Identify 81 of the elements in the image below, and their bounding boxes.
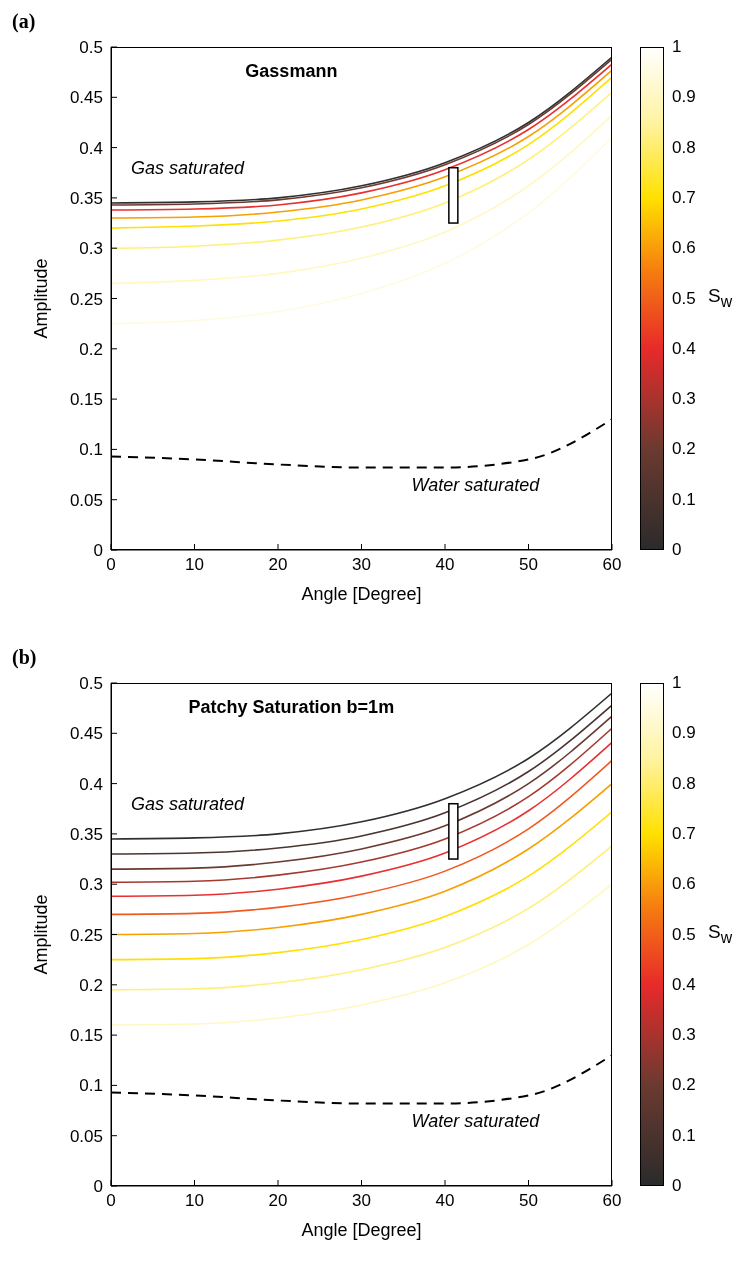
x-tick-label: 30	[352, 1191, 371, 1211]
annotation: Gas saturated	[131, 793, 245, 815]
annotation: Gas saturated	[131, 157, 245, 179]
color-bar-label: 0.8	[672, 136, 696, 159]
y-tick-label: 0.25	[69, 289, 103, 309]
x-tick-label: 0	[106, 555, 116, 575]
y-tick-label: 0.15	[69, 390, 103, 410]
x-tick-label: 40	[435, 1191, 455, 1211]
y-tick-label: 0.15	[69, 1026, 103, 1046]
color-bar-label: 0	[672, 539, 682, 561]
color-bar-label: 0	[672, 1175, 682, 1197]
y-tick-label: 0.25	[69, 925, 103, 945]
y-tick-label: 0	[93, 1177, 103, 1197]
color-bar-label: 0.5	[672, 287, 696, 310]
y-tick-label: 0.35	[69, 188, 103, 208]
color-bar-label: 0.3	[672, 1024, 696, 1047]
color-bar-label: 0.6	[672, 237, 696, 260]
x-tick-label: 30	[352, 555, 371, 575]
x-tick-label: 10	[185, 1191, 204, 1211]
y-tick-label: 0.2	[79, 975, 103, 995]
y-tick-label: 0.3	[79, 875, 103, 895]
y-tick-label: 0.05	[69, 1126, 103, 1146]
color-bar-label: 0.8	[672, 772, 696, 795]
text: (b)	[12, 646, 37, 669]
x-tick-label: 60	[602, 555, 622, 575]
y-axis-title: Amplitude	[31, 894, 52, 975]
y-tick-label: 0.1	[79, 440, 103, 460]
x-tick-label: 60	[602, 1191, 622, 1211]
y-tick-label: 0.35	[69, 824, 103, 844]
line-series	[111, 759, 612, 916]
y-tick-label: 0.2	[79, 339, 103, 359]
color-bar-label: 0.4	[672, 973, 696, 996]
line-series	[111, 810, 612, 961]
color-bar-label: 0.2	[672, 1074, 696, 1097]
line-series	[111, 741, 612, 898]
x-tick-label: 40	[435, 555, 455, 575]
y-tick-label: 0.4	[79, 774, 103, 794]
annotation: Water saturated	[411, 474, 540, 496]
y-axis-title: Amplitude	[31, 258, 52, 339]
y-tick-label: 0.05	[69, 490, 103, 510]
x-tick-label: 50	[519, 1191, 538, 1211]
x-axis-title: Angle [Degree]	[301, 584, 422, 604]
color-bar-label: 1	[672, 36, 682, 58]
color-bar-label: 0.7	[672, 186, 696, 209]
line-series	[111, 91, 612, 249]
annotation: Water saturated	[411, 1110, 540, 1132]
y-tick-label: 0.45	[69, 88, 103, 108]
color-bar-label: 0.2	[672, 438, 696, 461]
color-bar-label: 0.3	[672, 388, 696, 411]
text: Gassmann	[244, 61, 339, 82]
color-bar-label: 0.1	[672, 1124, 696, 1147]
color-bar-label: 0.4	[672, 337, 696, 360]
line-series	[111, 114, 612, 285]
line-series	[111, 883, 612, 1026]
y-tick-label: 0	[93, 541, 103, 561]
line-series	[111, 845, 612, 991]
text: (a)	[12, 10, 36, 33]
color-bar-label: 0.6	[672, 873, 696, 896]
color-bar-label: 0.9	[672, 86, 696, 109]
x-tick-label: 20	[268, 1191, 288, 1211]
line-series	[111, 692, 612, 840]
x-tick-label: 50	[519, 555, 538, 575]
x-tick-label: 0	[106, 1191, 116, 1211]
color-bar-title: S$_{w}$	[708, 284, 733, 311]
y-tick-label: 0.5	[79, 674, 103, 694]
x-axis-title: Angle [Degree]	[301, 1220, 422, 1240]
y-tick-label: 0.45	[69, 724, 103, 744]
color-bar-label: 0.9	[672, 722, 696, 745]
y-tick-label: 0.4	[79, 138, 103, 158]
line-series	[111, 136, 612, 325]
y-tick-label: 0.1	[79, 1076, 103, 1096]
y-tick-label: 0.5	[79, 38, 103, 58]
color-bar-title: S$_{w}$	[708, 920, 733, 947]
color-bar-label: 0.7	[672, 822, 696, 845]
color-bar-label: 1	[672, 672, 682, 694]
y-tick-label: 0.3	[79, 239, 103, 259]
color-bar-label: 0.5	[672, 923, 696, 946]
x-tick-label: 20	[268, 555, 288, 575]
color-bar-label: 0.1	[672, 488, 696, 511]
text: Patchy Saturation b=1m	[187, 697, 396, 718]
x-tick-label: 10	[185, 555, 204, 575]
